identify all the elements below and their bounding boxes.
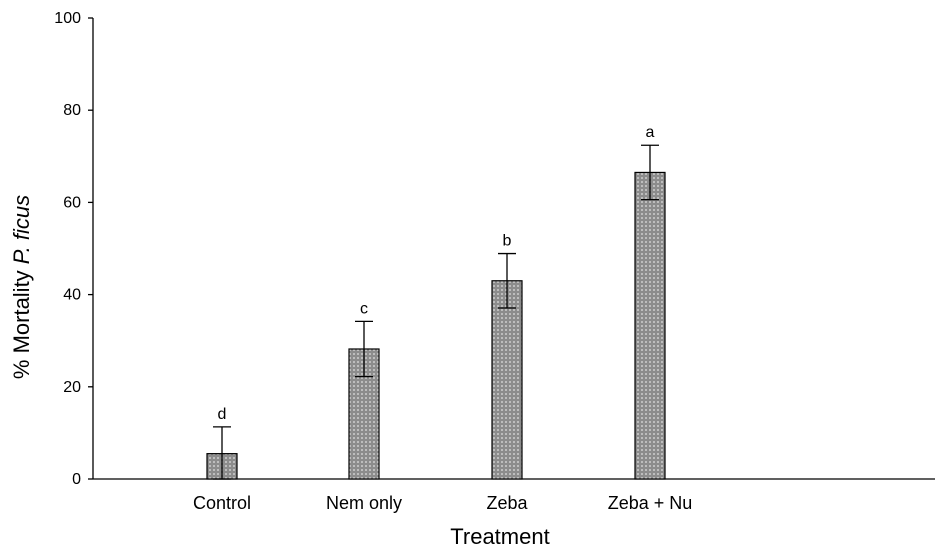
significance-letter: d xyxy=(218,406,227,423)
x-category-label: Control xyxy=(193,493,251,513)
x-category-label: Zeba + Nu xyxy=(608,493,693,513)
y-tick-label: 80 xyxy=(63,102,81,119)
y-tick-label: 60 xyxy=(63,194,81,211)
significance-letters: d c b a xyxy=(218,124,655,423)
y-tick-label: 20 xyxy=(63,379,81,396)
x-category-label: Nem only xyxy=(326,493,402,513)
error-bars xyxy=(213,144,659,480)
bars xyxy=(206,171,666,480)
y-axis-title-species: P. ficus xyxy=(9,195,34,264)
significance-letter: b xyxy=(503,233,512,250)
x-axis: Control Nem only Zeba Zeba + Nu xyxy=(93,478,935,513)
y-tick-label: 100 xyxy=(54,10,81,27)
x-category-label: Zeba xyxy=(486,493,528,513)
y-tick-label: 40 xyxy=(63,287,81,304)
bar xyxy=(634,171,666,480)
y-tick-label: 0 xyxy=(72,471,81,488)
y-axis: 0 20 40 60 80 100 xyxy=(54,10,94,488)
y-axis-title: % Mortality P. ficus xyxy=(9,195,34,379)
bar xyxy=(491,280,523,480)
x-axis-title: Treatment xyxy=(450,524,549,549)
y-axis-title-prefix: % Mortality xyxy=(9,264,34,379)
significance-letter: c xyxy=(360,300,368,317)
significance-letter: a xyxy=(646,124,655,141)
